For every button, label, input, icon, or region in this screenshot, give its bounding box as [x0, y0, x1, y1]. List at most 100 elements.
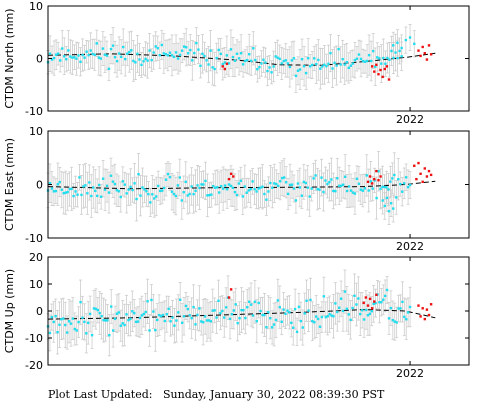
daily-point: [326, 315, 329, 318]
daily-point: [86, 192, 89, 195]
daily-point: [162, 52, 166, 55]
daily-point: [401, 300, 404, 304]
daily-point: [347, 66, 350, 70]
daily-point: [127, 188, 130, 191]
daily-point: [164, 53, 168, 56]
daily-point: [332, 315, 335, 318]
daily-point: [192, 305, 195, 309]
daily-point: [387, 317, 391, 320]
daily-point: [393, 173, 396, 177]
rapid-point: [427, 169, 431, 173]
daily-point: [121, 45, 125, 49]
daily-point: [206, 194, 209, 197]
daily-point: [318, 188, 321, 191]
daily-point: [213, 67, 216, 71]
daily-point: [125, 313, 128, 316]
daily-point: [264, 61, 267, 64]
daily-point: [338, 184, 341, 187]
daily-point: [224, 306, 228, 309]
daily-point: [135, 197, 138, 201]
daily-point: [265, 198, 268, 201]
daily-point: [197, 48, 200, 51]
daily-point: [173, 324, 176, 327]
daily-point: [82, 185, 85, 188]
daily-point: [389, 202, 393, 205]
rapid-point: [417, 49, 420, 52]
rapid-point: [425, 58, 429, 61]
daily-point: [160, 43, 164, 47]
daily-point: [52, 320, 55, 324]
daily-point: [274, 318, 278, 322]
daily-point: [126, 52, 129, 55]
y-tick-label: 0: [36, 305, 43, 318]
daily-point: [303, 312, 306, 315]
daily-point: [357, 182, 361, 186]
daily-point: [149, 201, 152, 204]
daily-point: [360, 309, 364, 312]
daily-point: [324, 179, 327, 182]
daily-point: [274, 55, 277, 58]
daily-point: [336, 310, 339, 314]
daily-point: [101, 177, 105, 180]
y-tick-label: 0: [36, 179, 43, 192]
rapid-point: [232, 175, 235, 178]
daily-point: [87, 53, 90, 57]
daily-point: [255, 320, 259, 323]
daily-point: [389, 180, 392, 183]
rapid-point: [421, 307, 424, 310]
daily-point: [132, 59, 135, 63]
daily-point: [296, 182, 300, 185]
daily-point: [119, 324, 122, 327]
daily-point: [351, 191, 355, 194]
daily-point: [190, 185, 193, 188]
daily-point: [97, 56, 101, 59]
daily-point: [294, 199, 298, 202]
daily-point: [357, 297, 360, 300]
daily-point: [110, 305, 113, 308]
trend-line-3: [47, 309, 436, 320]
rapid-point: [223, 67, 227, 71]
daily-point: [138, 316, 142, 320]
daily-point: [90, 333, 94, 337]
daily-point: [134, 320, 138, 324]
daily-point: [170, 54, 174, 57]
daily-point: [113, 55, 117, 59]
daily-point: [347, 185, 351, 188]
rapid-point: [379, 68, 382, 72]
rapid-point: [227, 296, 231, 299]
rapid-point: [421, 180, 424, 184]
daily-point: [380, 62, 383, 65]
daily-point: [81, 53, 84, 57]
daily-point: [363, 60, 367, 63]
daily-point: [370, 309, 373, 313]
daily-point: [334, 302, 337, 305]
daily-point: [380, 300, 383, 304]
daily-point: [288, 311, 291, 314]
daily-point: [278, 57, 281, 61]
rapid-point: [379, 175, 382, 178]
daily-point: [166, 54, 170, 57]
daily-point: [133, 311, 136, 315]
daily-point: [152, 310, 155, 313]
daily-point: [270, 326, 274, 329]
daily-point: [68, 187, 71, 191]
daily-point: [130, 49, 133, 52]
rapid-point: [413, 164, 416, 167]
panel-3: -20 -10 0 10 20 2022 CTDM Up (mm): [3, 251, 470, 380]
daily-point: [66, 190, 69, 194]
daily-point: [75, 329, 78, 332]
daily-point: [365, 174, 368, 177]
daily-point: [297, 305, 301, 309]
daily-point: [123, 323, 126, 327]
daily-point: [395, 196, 398, 199]
daily-point: [60, 318, 63, 321]
daily-point: [361, 59, 365, 63]
daily-point: [102, 318, 105, 322]
daily-point: [383, 204, 386, 208]
plot-updated-footer: Plot Last Updated: Sunday, January 30, 2…: [48, 388, 384, 401]
daily-point: [225, 188, 229, 191]
daily-point: [77, 320, 80, 324]
daily-point: [225, 54, 229, 57]
daily-point: [294, 74, 298, 78]
daily-point: [392, 44, 395, 47]
